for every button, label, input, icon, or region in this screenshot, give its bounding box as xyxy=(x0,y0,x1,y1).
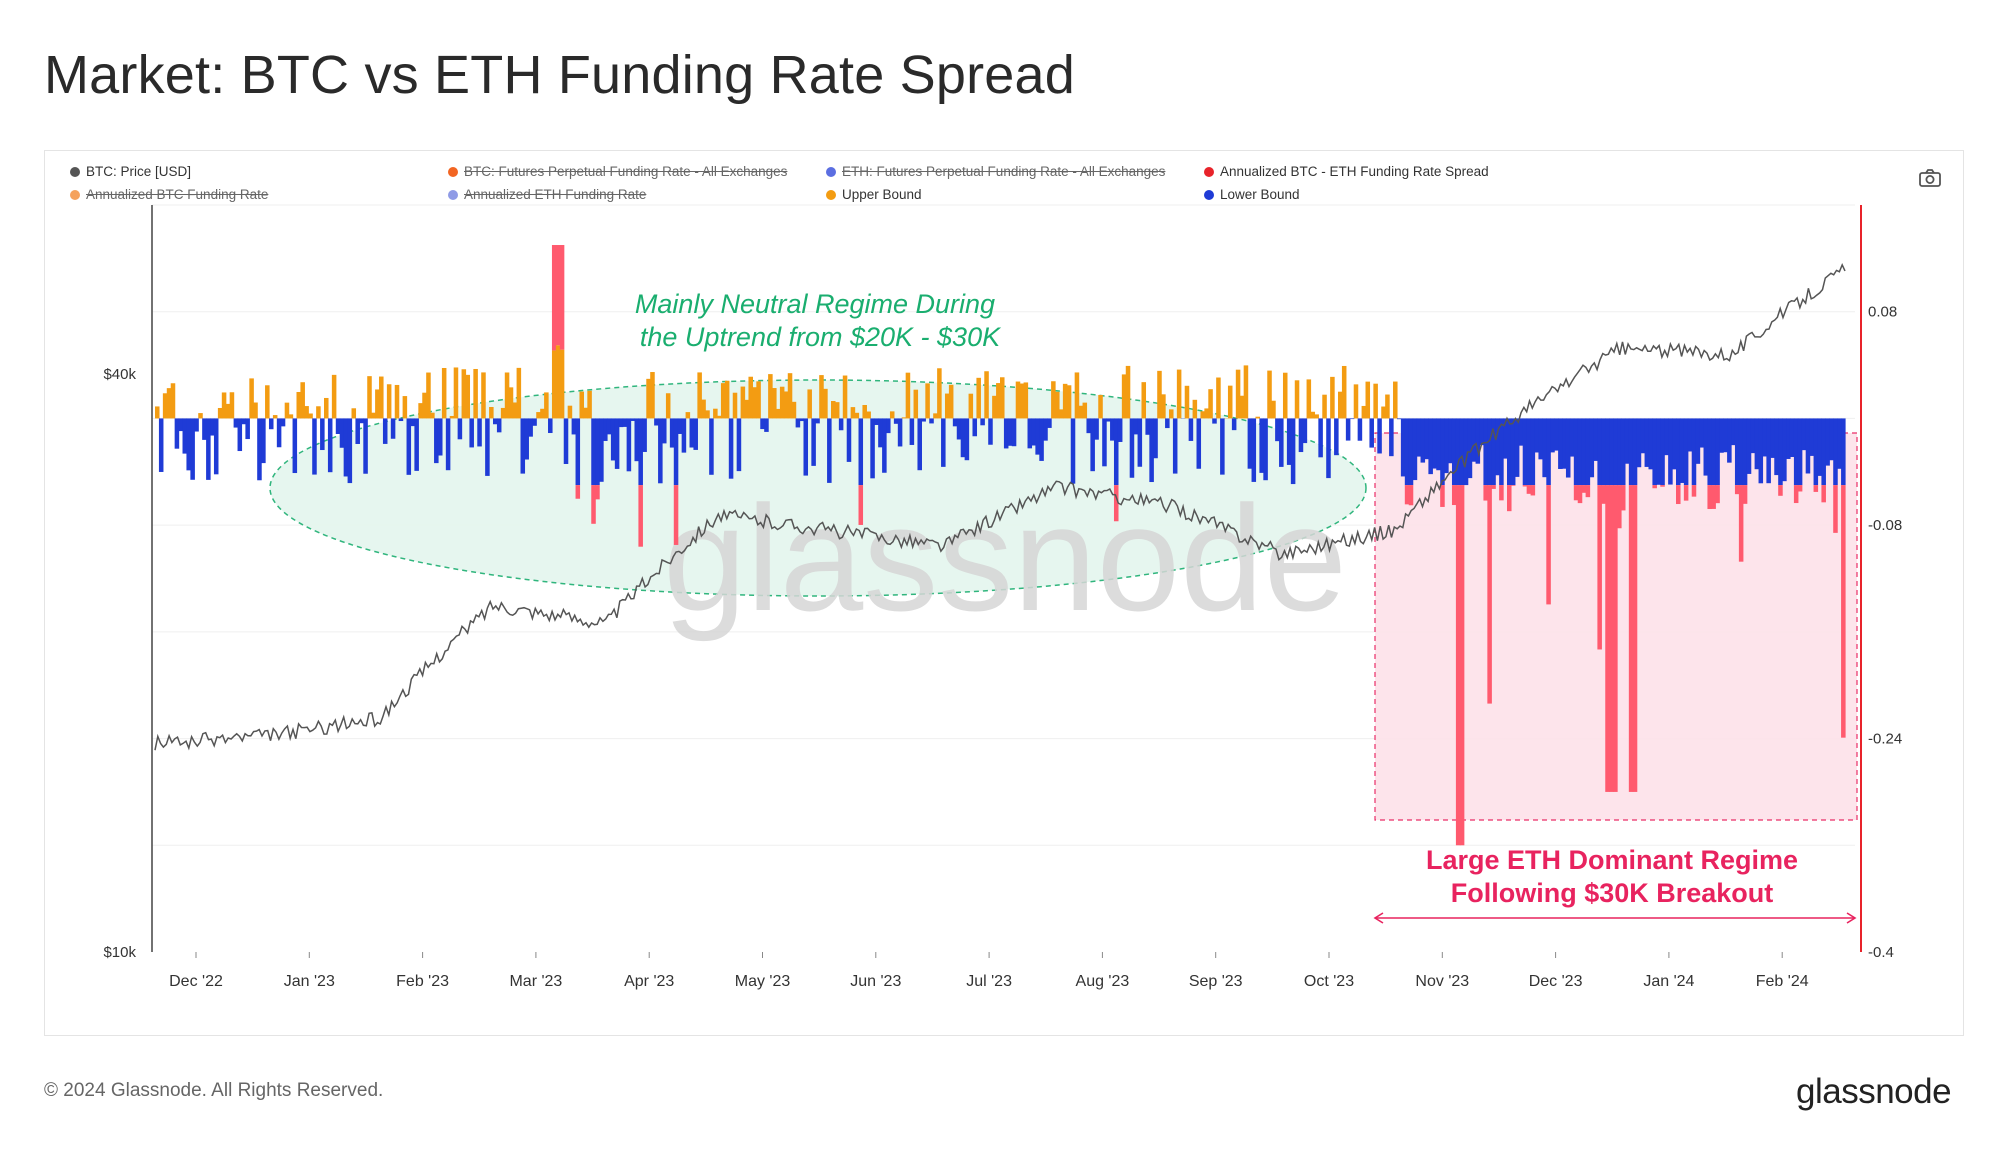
legend-annual-btc[interactable]: Annualized BTC Funding Rate xyxy=(70,187,268,202)
chart-panel xyxy=(44,150,1964,1036)
legend-annual-eth[interactable]: Annualized ETH Funding Rate xyxy=(448,187,646,202)
legend-lower[interactable]: Lower Bound xyxy=(1204,187,1300,202)
page-title: Market: BTC vs ETH Funding Rate Spread xyxy=(44,45,1075,105)
camera-icon[interactable] xyxy=(1918,168,1942,188)
footer-copyright: © 2024 Glassnode. All Rights Reserved. xyxy=(44,1080,384,1101)
legend-dot xyxy=(826,189,836,200)
legend-dot xyxy=(70,166,80,177)
footer-logo[interactable]: glassnode xyxy=(1796,1072,1952,1111)
legend-dot xyxy=(826,166,836,177)
legend-btc-funding[interactable]: BTC: Futures Perpetual Funding Rate - Al… xyxy=(448,164,787,179)
legend-dot xyxy=(1204,189,1214,200)
legend-dot xyxy=(448,189,458,200)
legend-dot xyxy=(70,189,80,200)
legend-eth-funding[interactable]: ETH: Futures Perpetual Funding Rate - Al… xyxy=(826,164,1165,179)
legend-dot xyxy=(448,166,458,177)
legend-dot xyxy=(1204,166,1214,177)
legend-btc-price[interactable]: BTC: Price [USD] xyxy=(70,164,191,179)
legend-spread[interactable]: Annualized BTC - ETH Funding Rate Spread xyxy=(1204,164,1489,179)
legend-upper[interactable]: Upper Bound xyxy=(826,187,922,202)
